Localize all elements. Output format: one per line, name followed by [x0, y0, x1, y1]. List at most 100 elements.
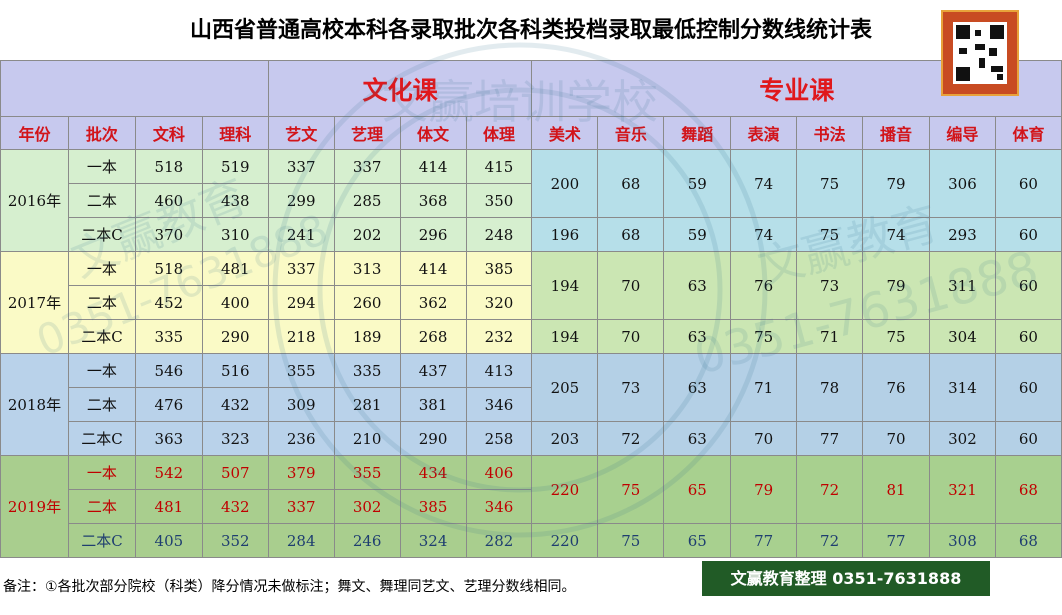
- score-cell: 290: [399, 421, 467, 456]
- score-cell: 370: [134, 217, 203, 252]
- score-cell: 337: [333, 149, 401, 184]
- table-row: 2019年 一本 542 507 379 355 434 406 220 75 …: [0, 455, 1062, 558]
- col-header-dance: 舞蹈: [663, 116, 732, 150]
- score-cell: 74: [862, 217, 930, 252]
- year-cell: 2019年: [0, 455, 69, 558]
- score-cell: 320: [465, 285, 533, 320]
- score-cell: 65: [663, 455, 732, 524]
- year-cell: 2016年: [0, 149, 69, 252]
- score-cell: 355: [267, 353, 335, 388]
- score-cell: 65: [663, 523, 732, 558]
- score-cell: 241: [267, 217, 335, 252]
- score-cell: 337: [267, 251, 335, 286]
- score-cell: 414: [399, 251, 467, 286]
- source-badge: 文赢教育整理 0351-7631888: [702, 561, 990, 596]
- score-cell: 76: [730, 251, 798, 320]
- score-cell: 74: [730, 217, 798, 252]
- col-header-broadcasting: 播音: [862, 116, 930, 150]
- qr-code: [941, 10, 1019, 96]
- score-cell: 311: [928, 251, 996, 320]
- score-cell: 72: [796, 455, 864, 524]
- batch-cell: 二本: [67, 183, 136, 218]
- score-cell: 434: [399, 455, 467, 490]
- score-cell: 302: [928, 421, 996, 456]
- score-cell: 452: [134, 285, 203, 320]
- score-cell: 236: [267, 421, 335, 456]
- score-cell: 346: [465, 387, 533, 422]
- score-cell: 414: [399, 149, 467, 184]
- score-cell: 516: [201, 353, 269, 388]
- score-table: 文化课 专业课 年份 批次 文科 理科 艺文 艺理 体文 体理 美术 音乐 舞蹈…: [0, 60, 1062, 558]
- score-cell: 437: [399, 353, 467, 388]
- score-cell: 293: [928, 217, 996, 252]
- score-cell: 350: [465, 183, 533, 218]
- score-cell: 75: [862, 319, 930, 354]
- score-cell: 282: [465, 523, 533, 558]
- score-cell: 72: [796, 523, 864, 558]
- score-cell: 220: [531, 455, 599, 524]
- score-cell: 77: [796, 421, 864, 456]
- score-cell: 290: [201, 319, 269, 354]
- score-cell: 68: [994, 455, 1062, 524]
- score-cell: 337: [267, 489, 335, 524]
- column-header-row: 年份 批次 文科 理科 艺文 艺理 体文 体理 美术 音乐 舞蹈 表演 书法 播…: [0, 116, 1062, 150]
- score-cell: 60: [994, 149, 1062, 218]
- batch-cell: 二本: [67, 489, 136, 524]
- score-cell: 76: [862, 353, 930, 422]
- score-cell: 415: [465, 149, 533, 184]
- score-cell: 59: [663, 217, 732, 252]
- score-cell: 400: [201, 285, 269, 320]
- score-cell: 368: [399, 183, 467, 218]
- year-cell: 2017年: [0, 251, 69, 354]
- score-cell: 232: [465, 319, 533, 354]
- table-row: 二本C 335 290 218 189 268 232 194 70 63 75…: [1, 319, 1062, 354]
- score-cell: 406: [465, 455, 533, 490]
- score-cell: 248: [465, 217, 533, 252]
- score-cell: 324: [399, 523, 467, 558]
- score-cell: 385: [465, 251, 533, 286]
- col-header-directing: 编导: [928, 116, 996, 150]
- score-cell: 432: [201, 489, 269, 524]
- score-cell: 306: [928, 149, 996, 218]
- score-cell: 77: [730, 523, 798, 558]
- score-cell: 60: [994, 251, 1062, 320]
- score-cell: 68: [994, 523, 1062, 558]
- score-cell: 72: [597, 421, 665, 456]
- col-header-science: 理科: [201, 116, 269, 150]
- score-cell: 308: [928, 523, 996, 558]
- batch-cell: 二本C: [67, 523, 136, 558]
- batch-cell: 一本: [67, 455, 136, 490]
- batch-cell: 二本C: [67, 217, 136, 252]
- table-row: 2016年 一本 518 519 337 337 414 415 200 68 …: [0, 149, 1062, 252]
- score-cell: 362: [399, 285, 467, 320]
- col-header-acting: 表演: [730, 116, 798, 150]
- score-cell: 71: [730, 353, 798, 422]
- score-cell: 309: [267, 387, 335, 422]
- score-cell: 296: [399, 217, 467, 252]
- score-cell: 60: [994, 217, 1062, 252]
- score-cell: 460: [134, 183, 203, 218]
- score-cell: 60: [994, 421, 1062, 456]
- score-cell: 200: [531, 149, 599, 218]
- score-cell: 363: [134, 421, 203, 456]
- col-header-art-liberal: 艺文: [267, 116, 335, 150]
- score-cell: 63: [663, 421, 732, 456]
- page-title: 山西省普通高校本科各录取批次各科类投档录取最低控制分数线统计表: [189, 18, 872, 43]
- score-cell: 507: [201, 455, 269, 490]
- score-cell: 285: [333, 183, 401, 218]
- batch-cell: 一本: [67, 149, 136, 184]
- score-cell: 379: [267, 455, 335, 490]
- score-cell: 294: [267, 285, 335, 320]
- score-cell: 205: [531, 353, 599, 422]
- score-cell: 75: [796, 217, 864, 252]
- table-row: 二本 481 432 337 302 385 346: [1, 489, 1062, 524]
- table-row: 二本C 363 323 236 210 290 258 203 72 63 70…: [1, 421, 1062, 456]
- score-cell: 68: [597, 217, 665, 252]
- score-cell: 189: [333, 319, 401, 354]
- table-row: 二本 476 432 309 281 381 346: [1, 387, 1062, 422]
- score-cell: 246: [333, 523, 401, 558]
- col-header-fine-arts: 美术: [531, 116, 599, 150]
- table-row: 2017年 一本 518 481 337 313 414 385 194 70 …: [0, 251, 1062, 354]
- score-cell: 194: [531, 251, 599, 320]
- score-cell: 81: [862, 455, 930, 524]
